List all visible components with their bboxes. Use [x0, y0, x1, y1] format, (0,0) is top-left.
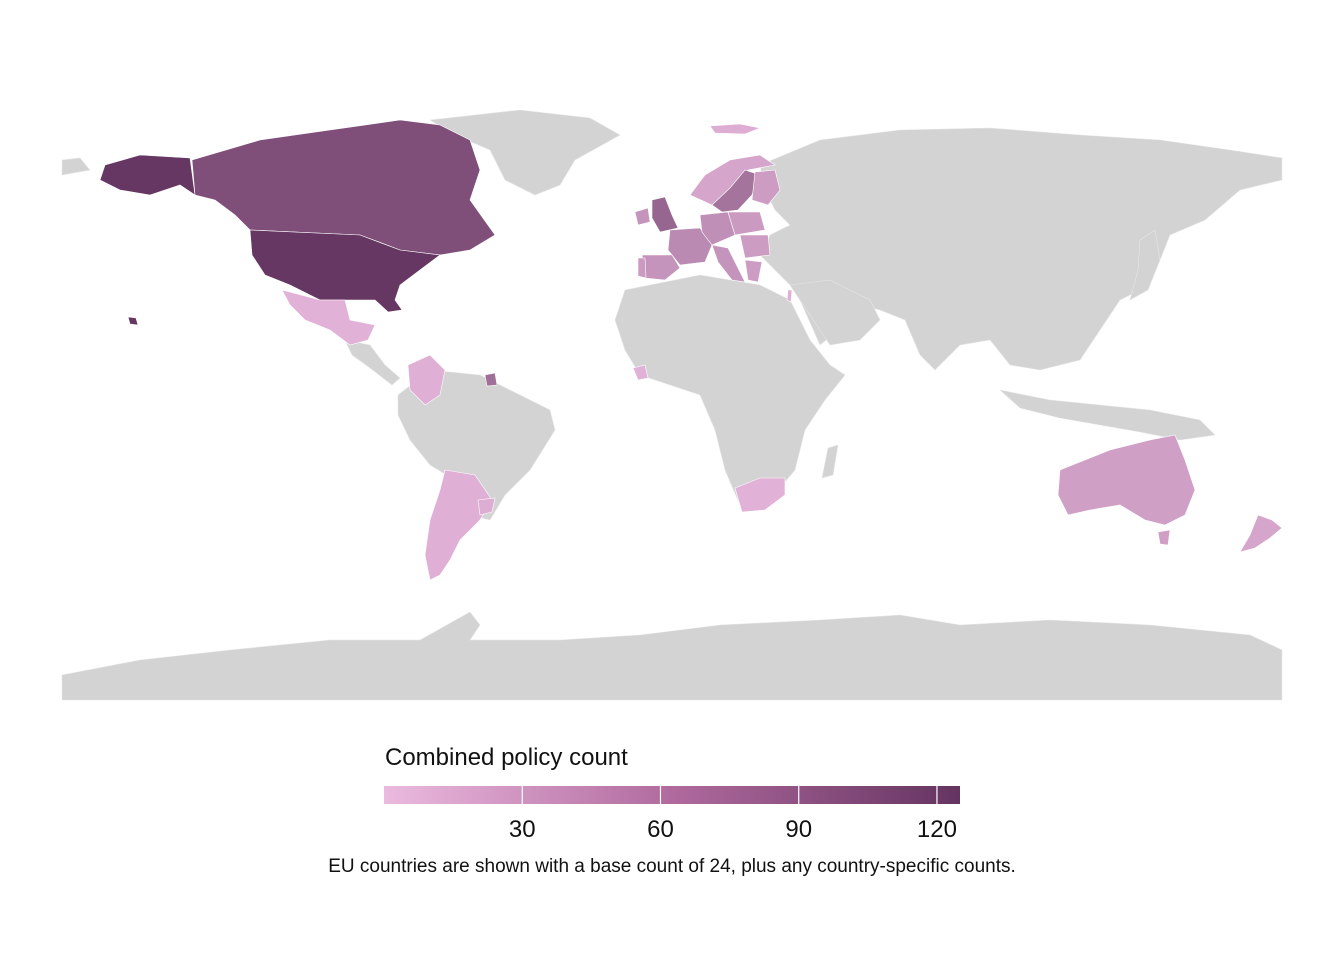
region-french-guiana — [484, 372, 498, 387]
land-madagascar — [821, 444, 839, 479]
data-regions — [99, 119, 1283, 581]
region-romania — [739, 234, 771, 259]
region-mexico — [281, 289, 376, 346]
land-antarctica — [61, 611, 1283, 701]
region-colombia — [407, 354, 446, 406]
region-ireland — [634, 207, 651, 226]
land-chukotka — [61, 157, 91, 176]
region-united-kingdom — [651, 196, 679, 233]
legend-tick-label: 30 — [508, 816, 536, 843]
land-indonesia — [998, 389, 1216, 441]
region-hawaii — [127, 316, 139, 326]
land-greenland — [429, 109, 621, 196]
region-new-zealand — [1239, 514, 1283, 553]
region-portugal — [637, 257, 647, 279]
region-italy — [711, 244, 746, 283]
legend-gradient-bar — [384, 786, 960, 804]
region-finland — [751, 169, 781, 206]
region-spain — [641, 254, 681, 281]
region-iceland — [709, 123, 762, 135]
region-united-states — [249, 229, 441, 313]
map-caption: EU countries are shown with a base count… — [328, 856, 1016, 877]
region-israel — [786, 289, 793, 303]
land-japan — [1129, 229, 1161, 301]
region-south-africa — [734, 477, 786, 513]
region-uruguay — [477, 497, 496, 516]
no-data-land — [61, 109, 1283, 701]
legend-tick-marks — [521, 786, 938, 804]
region-germany — [699, 211, 736, 246]
legend-tick-label: 60 — [647, 816, 674, 843]
region-australia — [1057, 434, 1196, 526]
land-middle-east — [789, 279, 881, 346]
land-eurasia — [759, 127, 1283, 371]
legend-colorbar — [384, 786, 960, 804]
land-central-america — [344, 339, 401, 386]
region-sierra-leone — [632, 364, 649, 381]
region-argentina — [424, 469, 493, 581]
region-canada — [191, 119, 496, 256]
region-france — [667, 227, 713, 266]
region-poland — [727, 211, 766, 236]
region-tasmania — [1157, 529, 1171, 546]
legend-tick-label: 90 — [785, 816, 813, 843]
legend-title: Combined policy count — [385, 744, 628, 771]
legend-tick-label: 120 — [916, 816, 957, 843]
region-greece — [744, 259, 763, 283]
region-alaska — [99, 154, 196, 196]
